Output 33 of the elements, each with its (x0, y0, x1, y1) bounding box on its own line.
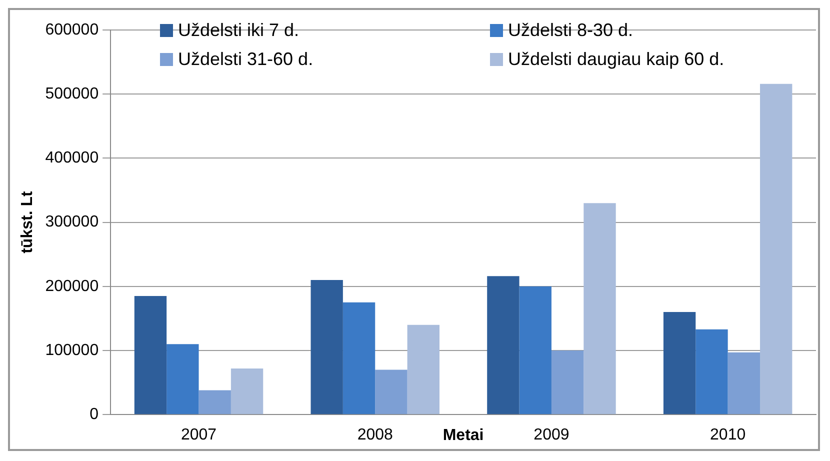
legend-label: Uždelsti 31-60 d. (178, 49, 314, 70)
bar (407, 324, 440, 414)
x-tick-label: 2010 (710, 426, 746, 444)
y-axis-title: tūkst. Lt (19, 190, 36, 254)
bar (134, 296, 167, 414)
y-tick-label: 300000 (45, 214, 99, 231)
bar (663, 312, 696, 414)
y-tick-label: 100000 (45, 342, 99, 359)
bar (310, 280, 343, 414)
x-tick-label: 2008 (357, 426, 394, 444)
bar (198, 390, 231, 414)
y-tick-label: 0 (90, 406, 99, 424)
legend-label: Uždelsti 8-30 d. (508, 20, 634, 41)
bar (728, 352, 760, 414)
bar (760, 84, 792, 414)
bar (519, 286, 552, 414)
y-tick-label: 200000 (45, 278, 99, 295)
bar (230, 368, 264, 414)
y-tick-label: 500000 (45, 86, 99, 103)
bar (551, 350, 584, 414)
legend-label: Uždelsti daugiau kaip 60 d. (508, 49, 724, 70)
bar (166, 344, 199, 414)
bar (487, 276, 520, 414)
x-tick-label: 2009 (534, 426, 570, 444)
bar (342, 302, 376, 414)
x-axis-title: Metai (442, 426, 484, 444)
bar (696, 329, 728, 414)
bar (584, 203, 616, 414)
y-tick-label: 400000 (45, 150, 99, 167)
x-tick-label: 2007 (180, 426, 217, 444)
legend-label: Uždelsti iki 7 d. (178, 20, 300, 41)
y-tick-label: 600000 (45, 21, 99, 38)
bar (375, 370, 408, 414)
